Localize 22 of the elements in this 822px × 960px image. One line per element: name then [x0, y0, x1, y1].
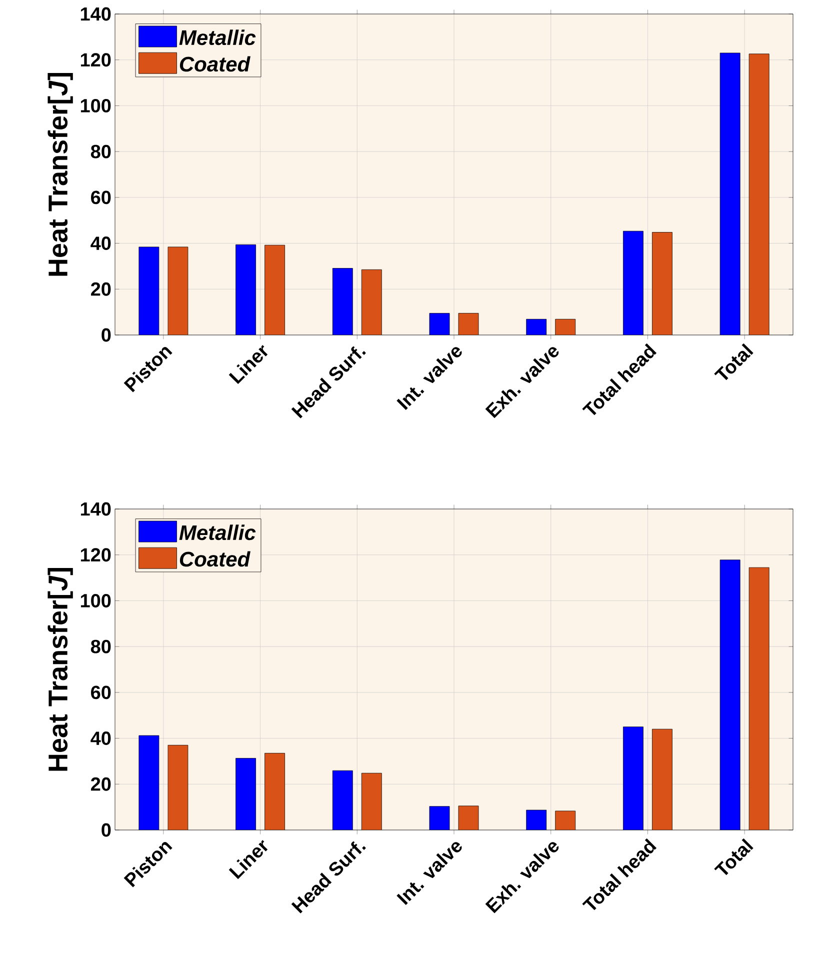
legend-label: Coated	[180, 551, 250, 567]
y-tick-label: 40	[90, 236, 111, 250]
y-tick-label: 120	[80, 53, 111, 67]
y-tick-label: 100	[80, 594, 111, 608]
y-tick-label: 20	[90, 777, 111, 791]
y-tick-label: 60	[91, 190, 111, 204]
y-tick-label: 40	[90, 732, 111, 746]
y-tick-label: 80	[90, 640, 111, 654]
y-tick-label: 80	[90, 144, 111, 158]
y-tick-label: 100	[80, 98, 111, 112]
y-axis-title: Heat Transfer[J]	[48, 568, 73, 771]
y-tick-label: 0	[102, 823, 111, 837]
y-tick-label: 20	[90, 282, 111, 296]
y-tick-label: 60	[91, 686, 111, 700]
y-tick-label: 140	[80, 7, 111, 21]
y-tick-label: 0	[102, 328, 111, 342]
legend-label: Metallic	[179, 30, 256, 46]
y-tick-label: 140	[80, 502, 111, 516]
y-axis-title: Heat Transfer[J]	[48, 72, 73, 276]
legend-label: Metallic	[179, 524, 256, 540]
y-tick-label: 120	[80, 548, 111, 562]
legend-label: Coated	[180, 56, 250, 72]
